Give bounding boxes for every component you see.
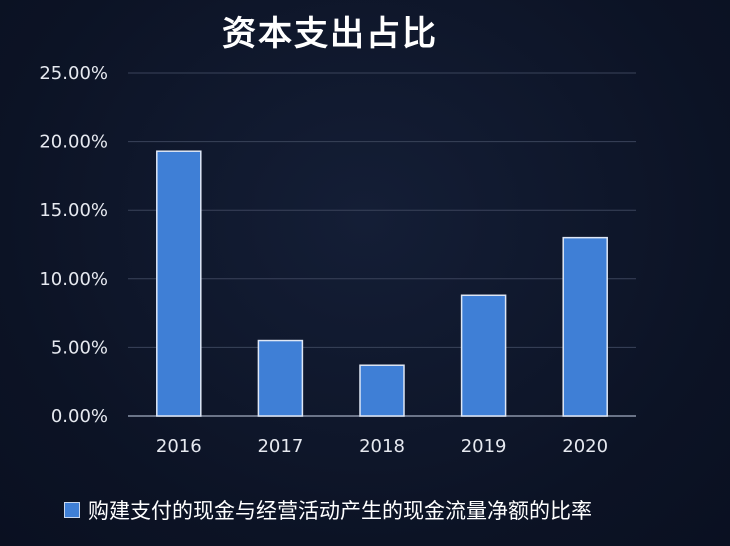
bar-2020: [562, 236, 608, 417]
bars: [156, 150, 608, 417]
x-tick-label-2017: 2017: [257, 436, 303, 457]
x-tick-label-2020: 2020: [562, 436, 608, 457]
y-tick-label: 10.00%: [39, 269, 108, 290]
legend-label: 购建支付的现金与经营活动产生的现金流量净额的比率: [88, 499, 592, 523]
x-axis-tick-labels: 2016 2017 2018 2019 2020: [156, 436, 608, 457]
bar-2017: [257, 339, 304, 417]
x-tick-label-2019: 2019: [461, 436, 507, 457]
bar-2019: [460, 294, 507, 417]
legend: 购建支付的现金与经营活动产生的现金流量净额的比率: [64, 495, 592, 525]
legend-swatch: [64, 502, 80, 518]
bar-2018: [359, 364, 405, 417]
y-tick-label: 25.00%: [39, 63, 108, 84]
x-tick-label-2018: 2018: [359, 436, 405, 457]
y-tick-label: 15.00%: [39, 200, 108, 221]
gridlines: [128, 72, 636, 417]
chart-title: 资本支出占比: [222, 14, 438, 54]
y-axis-tick-labels: 0.00% 5.00% 10.00% 15.00% 20.00% 25.00%: [39, 63, 108, 427]
y-tick-label: 0.00%: [51, 406, 108, 427]
bar-2016: [156, 150, 202, 417]
y-tick-label: 20.00%: [39, 132, 108, 153]
y-tick-label: 5.00%: [51, 337, 108, 358]
x-tick-label-2016: 2016: [156, 436, 202, 457]
